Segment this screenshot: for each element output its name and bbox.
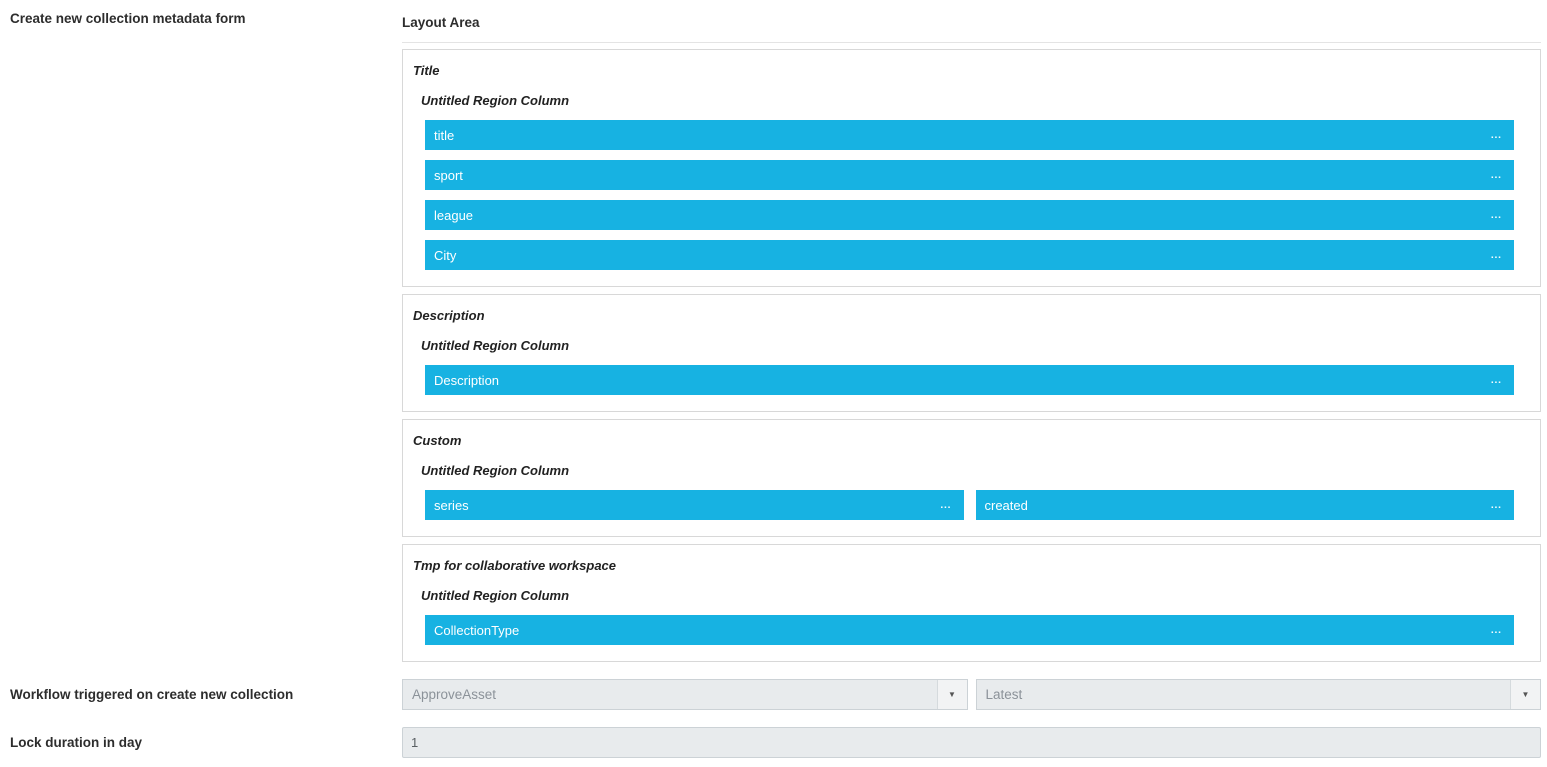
drag-handle-icon[interactable]: ▪▪▪ — [1491, 215, 1502, 221]
lock-duration-label: Lock duration in day — [10, 735, 143, 750]
field-chip-description[interactable]: Description ▪▪▪ — [425, 365, 1514, 395]
field-chip-label: league — [434, 207, 474, 223]
workflow-dropdown-button[interactable]: ▼ — [936, 680, 967, 709]
chevron-down-icon: ▼ — [948, 689, 956, 699]
field-chip-title[interactable]: title ▪▪▪ — [425, 120, 1514, 150]
lock-duration-row: Lock duration in day — [0, 727, 1547, 758]
section-fields: title ▪▪▪ sport ▪▪▪ league ▪▪▪ City ▪▪▪ — [425, 120, 1514, 270]
lock-input-column — [402, 727, 1541, 758]
drag-handle-icon[interactable]: ▪▪▪ — [1491, 630, 1502, 636]
drag-handle-icon[interactable]: ▪▪▪ — [1491, 380, 1502, 386]
layout-section: Description Untitled Region Column Descr… — [402, 294, 1541, 412]
field-chip-label: City — [434, 247, 457, 263]
layout-sections: Title Untitled Region Column title ▪▪▪ spo… — [402, 49, 1541, 662]
field-chip-label: CollectionType — [434, 622, 520, 638]
workflow-version-dropdown-button[interactable]: ▼ — [1510, 680, 1540, 709]
field-chip-series[interactable]: series ▪▪▪ — [425, 490, 964, 520]
drag-handle-icon[interactable]: ▪▪▪ — [940, 505, 952, 511]
region-title: Untitled Region Column — [421, 93, 570, 108]
workflow-dropdown-value: ApproveAsset — [412, 687, 497, 702]
workflow-version-dropdown-value: Latest — [985, 687, 1023, 702]
layout-area-row: Create new collection metadata form Layo… — [0, 10, 1547, 662]
section-fields: CollectionType ▪▪▪ — [425, 615, 1514, 645]
section-fields: series ▪▪▪ created ▪▪▪ — [425, 490, 1514, 520]
field-chip-city[interactable]: City ▪▪▪ — [425, 240, 1514, 270]
layout-area-column: Layout Area Title Untitled Region Column… — [402, 10, 1541, 662]
layout-area-title: Layout Area — [402, 15, 480, 30]
workflow-controls: ApproveAsset ▼ Latest ▼ — [402, 679, 1541, 710]
field-chip-label: title — [434, 127, 455, 143]
region-title: Untitled Region Column — [421, 588, 570, 603]
field-chip-collectiontype[interactable]: CollectionType ▪▪▪ — [425, 615, 1514, 645]
field-chip-league[interactable]: league ▪▪▪ — [425, 200, 1514, 230]
lock-duration-input[interactable] — [402, 727, 1541, 758]
section-title: Tmp for collaborative workspace — [413, 558, 617, 573]
section-title: Description — [413, 308, 485, 323]
field-chip-created[interactable]: created ▪▪▪ — [975, 490, 1514, 520]
workflow-row: Workflow triggered on create new collect… — [0, 679, 1547, 710]
region-title: Untitled Region Column — [421, 338, 570, 353]
drag-handle-icon[interactable]: ▪▪▪ — [1491, 255, 1502, 261]
layout-area-divider — [402, 42, 1541, 43]
field-chip-label: created — [984, 497, 1028, 513]
field-chip-label: sport — [434, 167, 463, 183]
chevron-down-icon: ▼ — [1521, 689, 1530, 699]
section-title: Title — [413, 63, 440, 78]
field-chip-label: Description — [434, 372, 500, 388]
layout-section: Title Untitled Region Column title ▪▪▪ spo… — [402, 49, 1541, 287]
form-title-column: Create new collection metadata form — [0, 10, 402, 27]
layout-section: Tmp for collaborative workspace Untitled… — [402, 544, 1541, 662]
workflow-dropdown[interactable]: ApproveAsset ▼ — [402, 679, 968, 710]
field-chip-sport[interactable]: sport ▪▪▪ — [425, 160, 1514, 190]
layout-section: Custom Untitled Region Column series ▪▪▪ c… — [402, 419, 1541, 537]
page-title: Create new collection metadata form — [10, 11, 246, 26]
region-title: Untitled Region Column — [421, 463, 570, 478]
workflow-version-dropdown[interactable]: Latest ▼ — [975, 679, 1541, 710]
field-chip-label: series — [434, 497, 469, 513]
section-fields: Description ▪▪▪ — [425, 365, 1514, 395]
workflow-label-column: Workflow triggered on create new collect… — [0, 686, 402, 703]
section-title: Custom — [413, 433, 462, 448]
drag-handle-icon[interactable]: ▪▪▪ — [1491, 175, 1502, 181]
drag-handle-icon[interactable]: ▪▪▪ — [1491, 135, 1502, 141]
workflow-label: Workflow triggered on create new collect… — [10, 687, 294, 702]
lock-label-column: Lock duration in day — [0, 734, 402, 751]
drag-handle-icon[interactable]: ▪▪▪ — [1491, 505, 1502, 511]
